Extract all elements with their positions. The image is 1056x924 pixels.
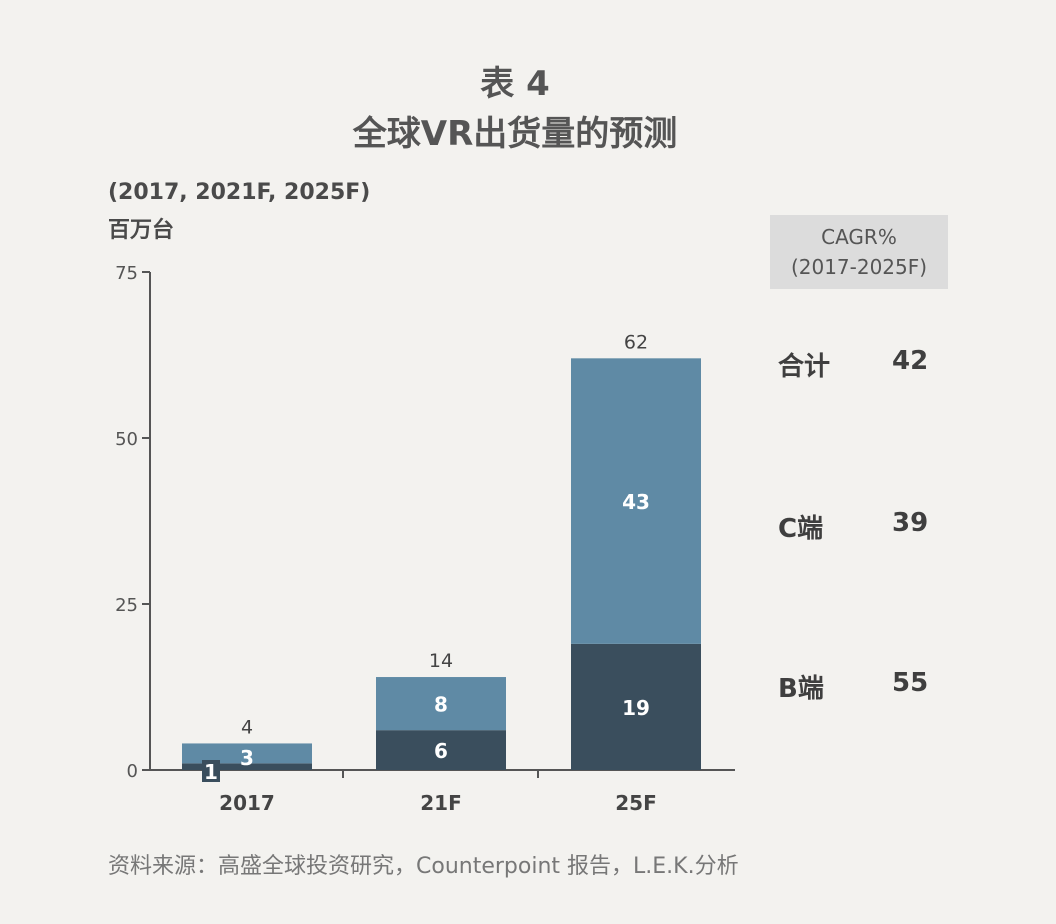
period-note: (2017, 2021F, 2025F) bbox=[108, 180, 371, 205]
chart-title-number: 表 4 bbox=[480, 64, 550, 104]
y-tick-label: 0 bbox=[127, 761, 138, 782]
source-note: 资料来源：高盛全球投资研究，Counterpoint 报告，L.E.K.分析 bbox=[108, 854, 739, 879]
bar-total-label: 14 bbox=[429, 650, 453, 672]
cagr-header-period: (2017-2025F) bbox=[790, 255, 928, 279]
y-tick-label: 75 bbox=[115, 263, 138, 284]
cagr-header-title: CAGR% bbox=[821, 225, 897, 249]
bar-segment bbox=[571, 358, 701, 644]
cagr-value: 42 bbox=[892, 346, 929, 376]
y-tick-label: 50 bbox=[115, 429, 138, 450]
segment-value-label: 8 bbox=[434, 693, 448, 717]
x-category-label: 25F bbox=[615, 791, 657, 815]
cagr-label: B端 bbox=[778, 674, 824, 704]
cagr-label: C端 bbox=[778, 514, 824, 544]
bar-segment bbox=[376, 677, 506, 731]
bar-segment bbox=[182, 763, 312, 770]
cagr-label: 合计 bbox=[778, 352, 831, 382]
y-tick-label: 25 bbox=[115, 595, 138, 616]
segment-label-chip bbox=[202, 760, 220, 782]
segment-value-label: 1 bbox=[204, 760, 218, 784]
segment-value-label: 3 bbox=[240, 746, 254, 770]
cagr-value: 55 bbox=[892, 668, 929, 698]
segment-value-label: 6 bbox=[434, 739, 448, 763]
chart-title: 全球VR出货量的预测 bbox=[352, 114, 678, 154]
cagr-value: 39 bbox=[892, 508, 929, 538]
cagr-header: CAGR% (2017-2025F) bbox=[770, 215, 948, 289]
x-category-label: 2017 bbox=[219, 791, 275, 815]
bar-segment bbox=[182, 743, 312, 764]
bar-total-label: 4 bbox=[241, 716, 253, 738]
cagr-row-total: 合计 42 bbox=[770, 346, 950, 386]
cagr-row-b: B端 55 bbox=[770, 668, 950, 708]
bar-segment bbox=[376, 730, 506, 770]
unit-label: 百万台 bbox=[108, 218, 175, 243]
segment-value-label: 19 bbox=[622, 696, 650, 720]
cagr-row-c: C端 39 bbox=[770, 508, 950, 548]
x-category-label: 21F bbox=[420, 791, 462, 815]
bar-total-label: 62 bbox=[624, 331, 648, 353]
bar-segment bbox=[571, 643, 701, 770]
segment-value-label: 43 bbox=[622, 490, 650, 514]
